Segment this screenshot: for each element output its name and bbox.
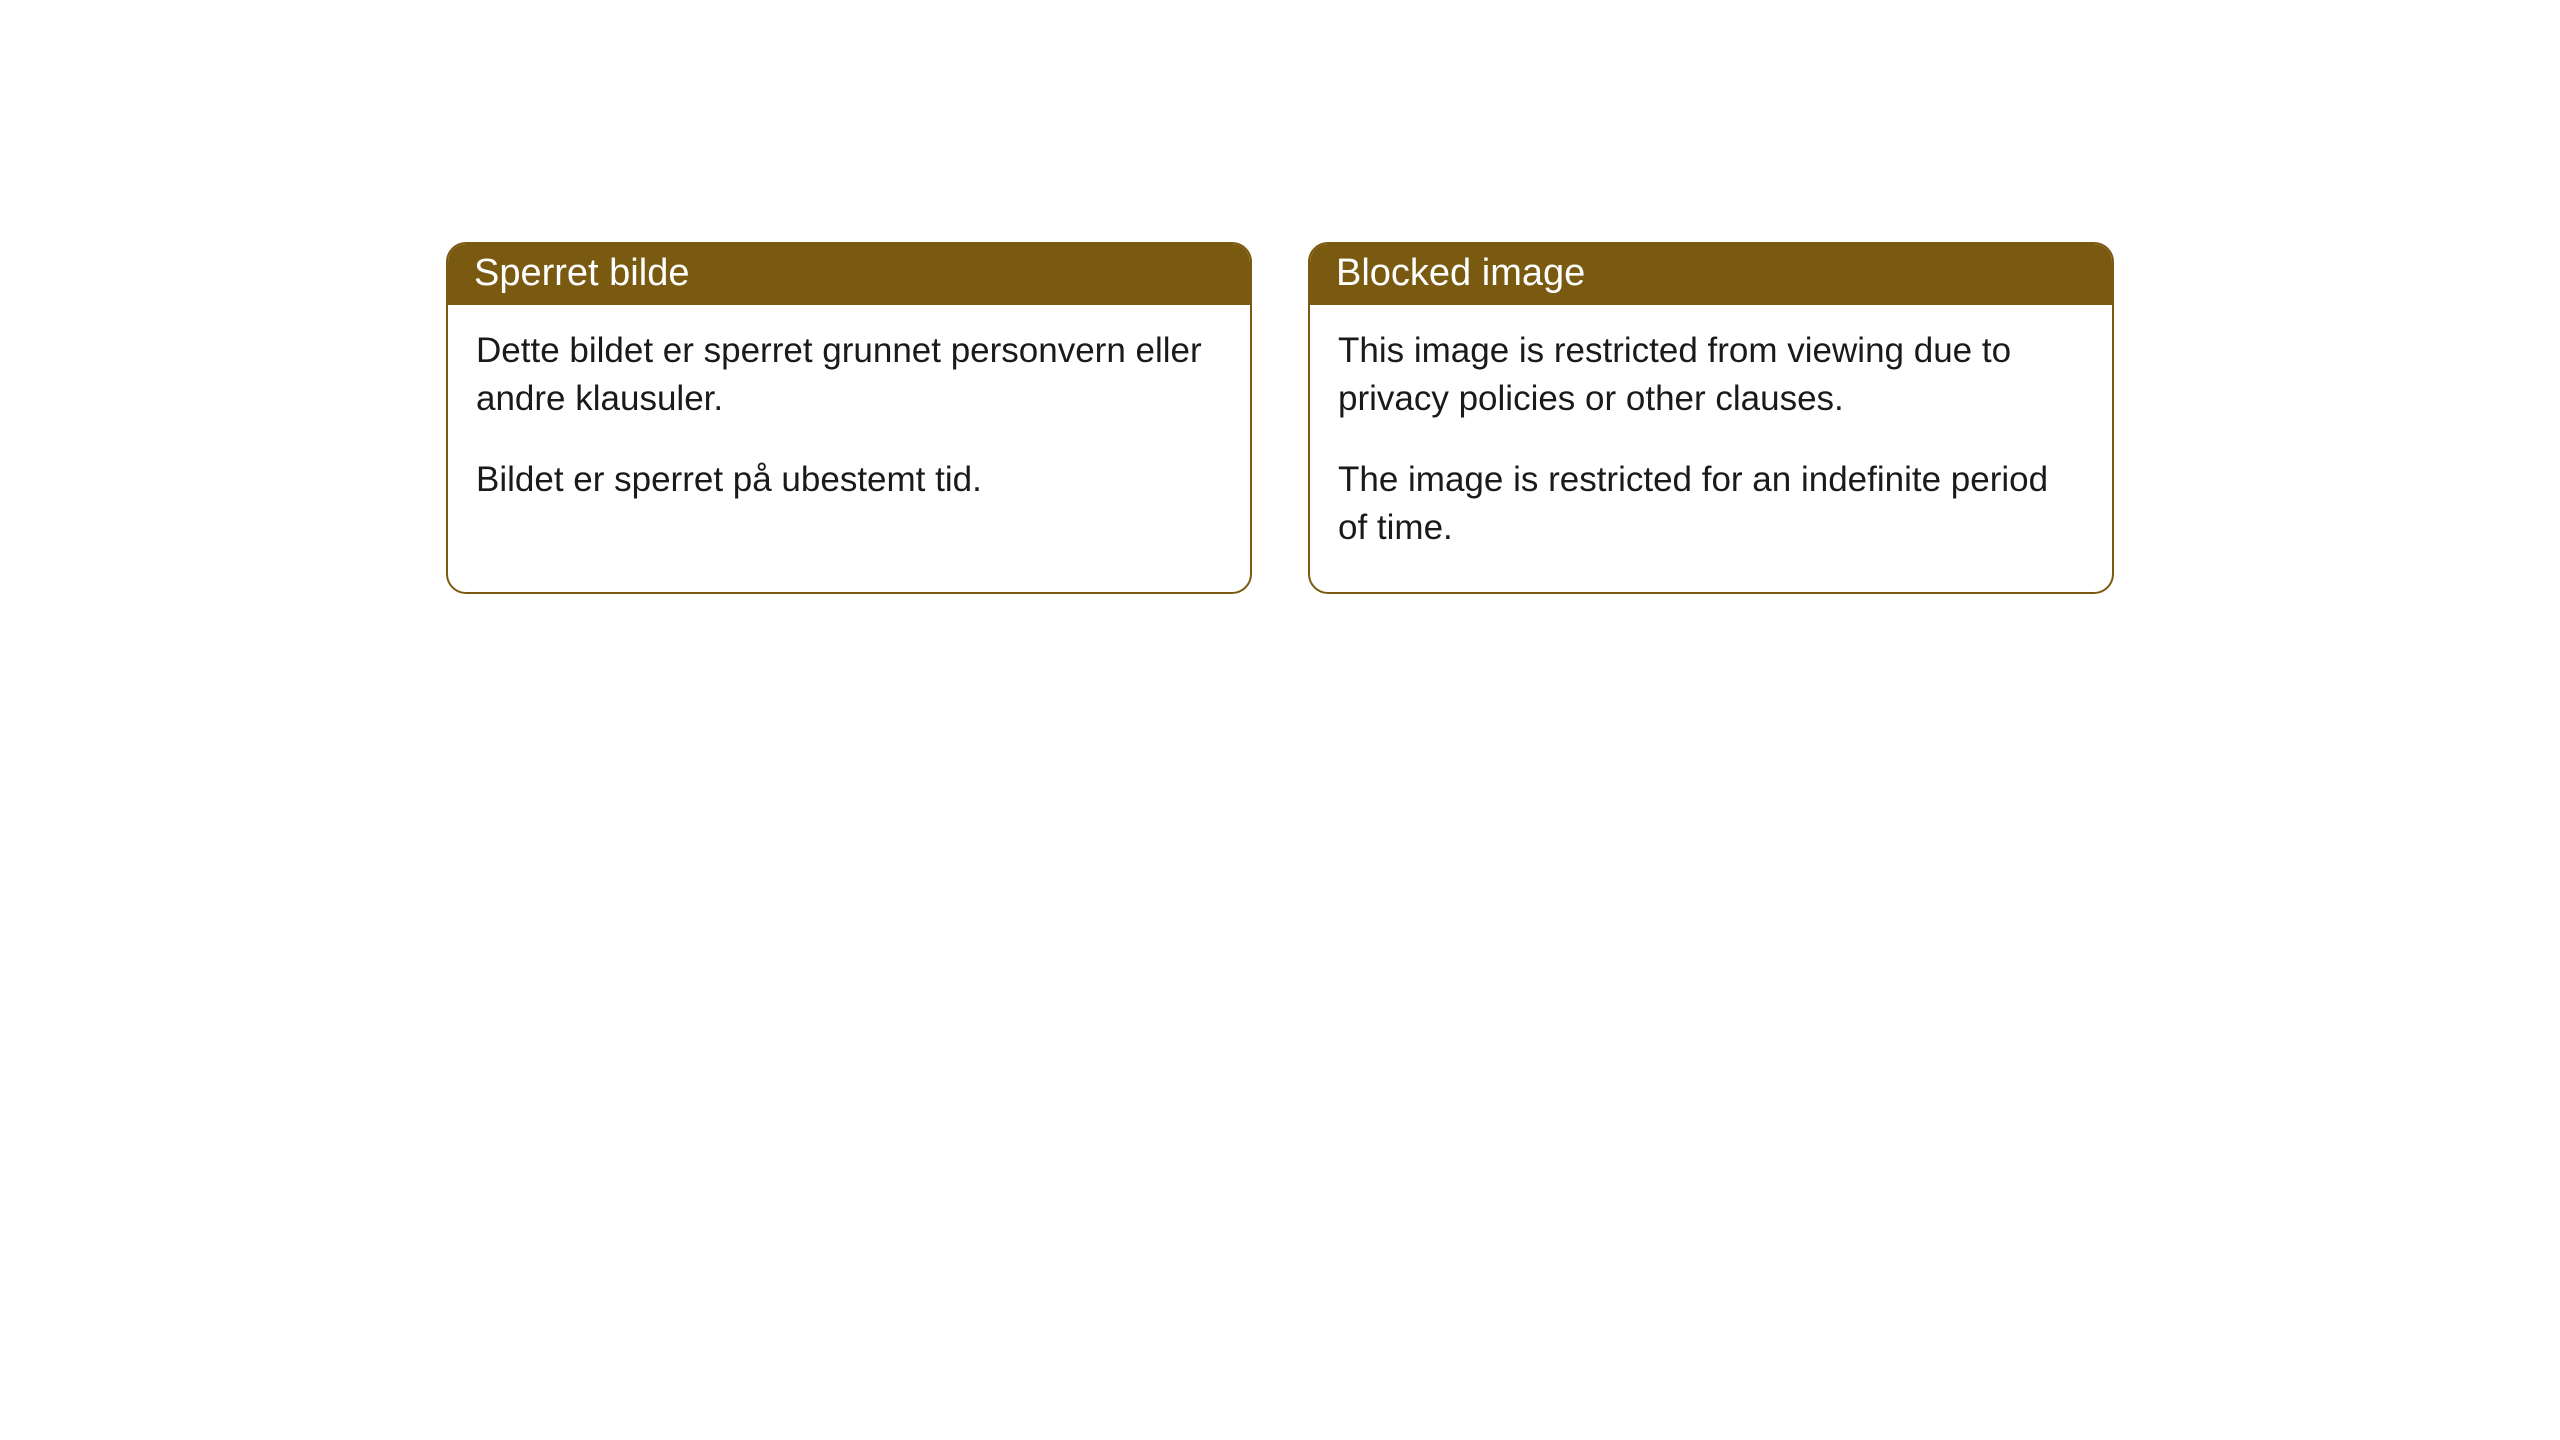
- notice-card-english: Blocked image This image is restricted f…: [1308, 242, 2114, 594]
- notice-card-norwegian: Sperret bilde Dette bildet er sperret gr…: [446, 242, 1252, 594]
- notice-paragraph: Dette bildet er sperret grunnet personve…: [476, 327, 1222, 424]
- notice-header: Blocked image: [1310, 244, 2112, 305]
- notice-header: Sperret bilde: [448, 244, 1250, 305]
- notice-paragraph: Bildet er sperret på ubestemt tid.: [476, 456, 1222, 504]
- notice-body: Dette bildet er sperret grunnet personve…: [448, 305, 1250, 544]
- notice-body: This image is restricted from viewing du…: [1310, 305, 2112, 592]
- notice-paragraph: The image is restricted for an indefinit…: [1338, 456, 2084, 553]
- notice-paragraph: This image is restricted from viewing du…: [1338, 327, 2084, 424]
- notice-container: Sperret bilde Dette bildet er sperret gr…: [0, 242, 2560, 594]
